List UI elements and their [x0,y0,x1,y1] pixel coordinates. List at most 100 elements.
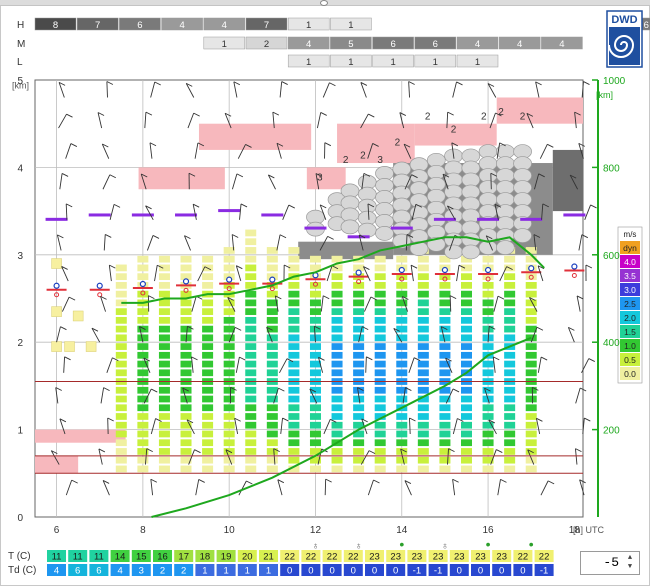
cloud-cover-cell [203,17,246,31]
wind-barb-flag-icon [239,356,246,361]
updraft-cell [223,343,235,350]
updraft-cell [202,273,214,281]
dewpoint-value: 0 [393,566,398,577]
wind-barb-flag-icon [370,296,378,301]
updraft-cell [245,404,257,412]
updraft-cell [504,465,516,473]
updraft-cell [460,334,472,342]
wind-barb-icon [103,234,106,251]
wind-barb-icon [496,142,501,159]
wind-barb-flag-icon [330,418,337,423]
wind-barb-icon [405,234,408,251]
updraft-cell [525,255,537,263]
updraft-cell [288,316,300,324]
cloud-cover-value: 4 [306,39,311,50]
top-scroll-bar[interactable] [0,0,650,6]
updraft-cell [504,421,516,429]
updraft-cell [266,404,278,412]
cloud-cover-cell [414,36,457,50]
updraft-cell [417,465,429,473]
wind-barb-icon [143,357,151,373]
updraft-cell [417,351,429,359]
updraft-cell [137,465,149,473]
wind-barb-flag-icon [452,478,459,483]
cloud-cover-cell [287,54,330,68]
wind-barb-flag-icon [367,203,375,208]
updraft-cell [288,369,300,377]
wind-barb-icon [238,480,247,496]
wind-barb-flag-icon [66,113,73,118]
wind-barb-icon [579,479,585,496]
updraft-cell [266,247,278,254]
cloud-density-label: 2 [481,111,487,122]
wind-barb-flag-icon [234,417,241,422]
updraft-cell [202,360,214,368]
scroll-handle-icon[interactable] [320,0,328,6]
updraft-cell [245,421,257,429]
wind-barb-icon [530,327,538,343]
updraft-cell [439,308,451,315]
temperature-value: 23 [496,552,507,563]
updraft-cell [180,430,192,438]
stepper-arrows[interactable]: ▲ ▼ [623,554,637,572]
updraft-cell [396,351,408,359]
wind-barb-flag-icon [143,357,150,362]
cloud-top-marker [175,213,198,217]
wind-barb-icon [63,356,66,373]
wind-barb-flag-icon [442,173,450,178]
updraft-cell [288,308,300,315]
wind-barb-icon [318,357,324,373]
updraft-cell [482,360,494,368]
temperature-cell [174,550,194,562]
x-axis-tick-label: 16 [483,525,495,536]
updraft-cell [482,255,494,263]
cloud-cover-cell [414,54,457,68]
wind-barb-icon [65,203,68,220]
updraft-cell [460,395,472,403]
wind-barb-icon [266,327,273,343]
temperature-cell [534,550,554,562]
stepper-down-icon[interactable]: ▼ [627,563,633,571]
updraft-cell [266,456,278,464]
updraft-cell [353,264,365,272]
x-axis-tick-label: 6 [54,525,60,536]
updraft-cell [115,334,127,342]
wind-barb-icon [56,234,62,251]
stable-layer-band [496,97,583,124]
updraft-cell [331,334,343,342]
updraft-cell [309,255,321,263]
lcl-point-icon [484,266,492,274]
updraft-cell [180,308,192,315]
updraft-cell [396,439,408,447]
wind-barb-flag-icon [191,356,198,361]
left-axis-tick-label: 0 [17,513,23,524]
updraft-cell [137,456,149,464]
dewpoint-value: 0 [372,566,377,577]
offset-stepper[interactable]: -5 ▲ ▼ [580,551,640,575]
wind-barb-icon [277,479,283,496]
dewpoint-cell [47,564,66,576]
wind-barb-icon [399,112,405,129]
wind-barb-flag-icon [393,327,400,332]
temperature-cell [68,550,88,562]
right-axis-tick-label: 200 [603,426,620,437]
cloud-cover-cell [203,36,246,50]
updraft-cell [460,413,472,420]
updraft-cell [460,404,472,412]
updraft-cell [353,465,365,473]
updraft-cell [482,299,494,307]
updraft-cell [309,413,321,420]
wind-barb-flag-icon [113,203,121,208]
updraft-cell [266,413,278,420]
updraft-cell [137,439,149,447]
updraft-cell [417,413,429,420]
wind-barb-flag-icon [357,387,364,391]
wind-barb-icon [319,236,329,251]
updraft-cell [137,308,149,315]
offset-value[interactable]: -5 [603,555,619,570]
wind-barb-flag-icon [146,448,153,453]
wind-barb-icon [367,203,370,220]
stepper-up-icon[interactable]: ▲ [627,554,633,562]
cloud-cover-value: 7 [95,20,100,31]
updraft-cell [223,351,235,359]
